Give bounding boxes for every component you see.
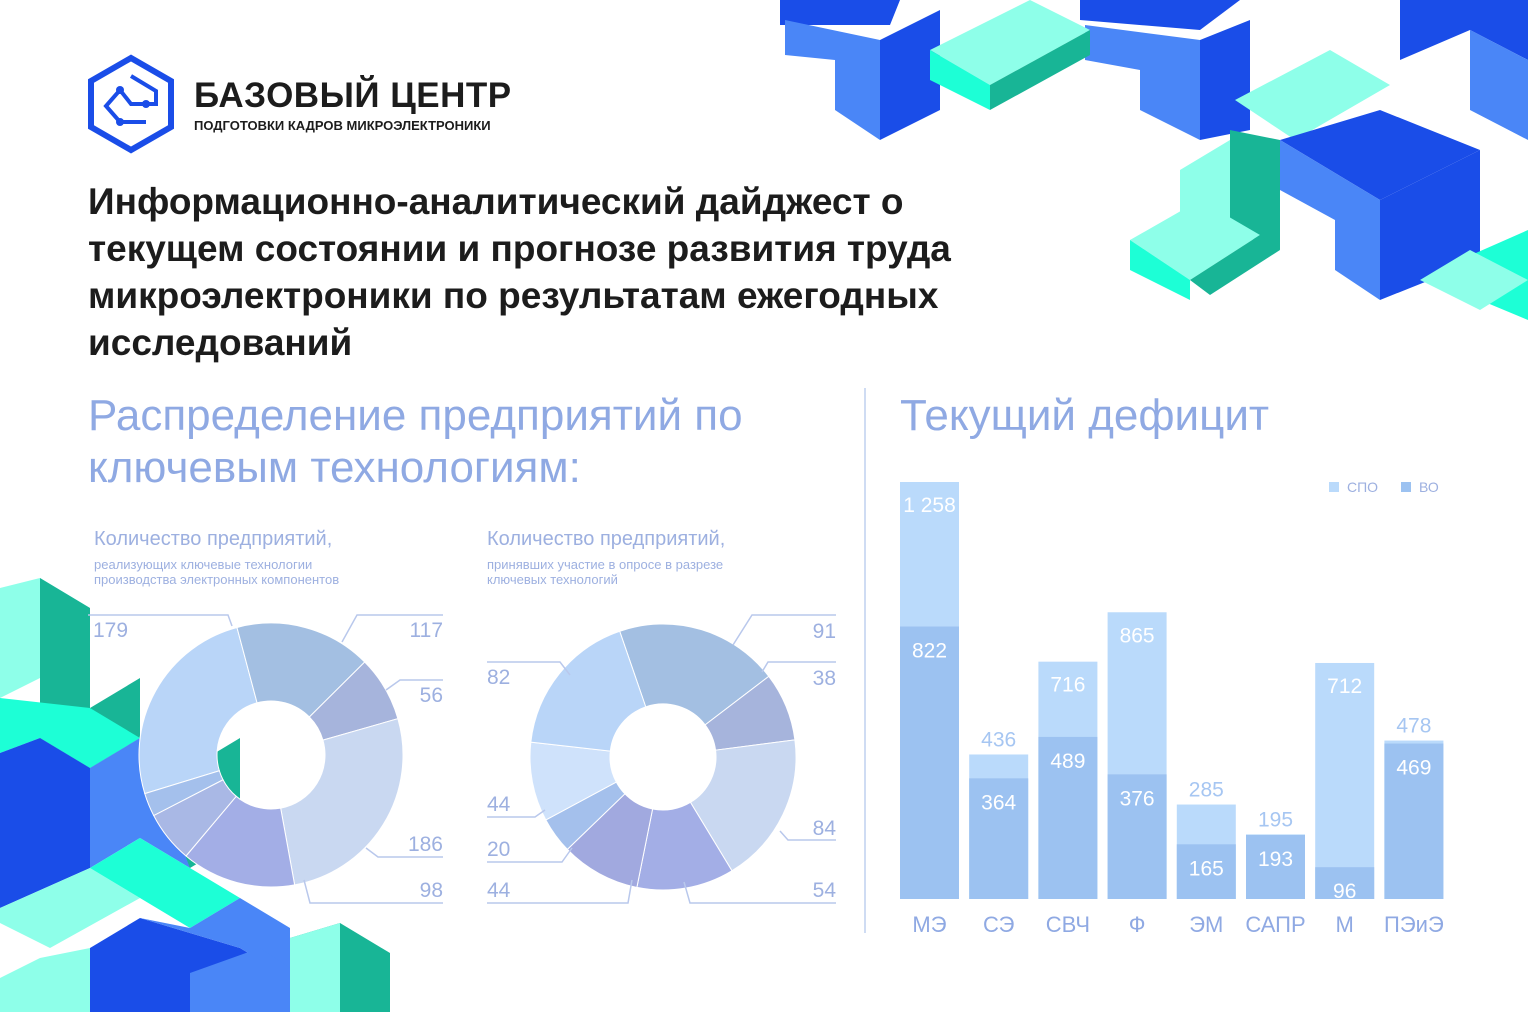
bar-category-label-1: СЭ bbox=[983, 912, 1015, 937]
bar-vo-7 bbox=[1384, 743, 1444, 899]
donut1-value-label-0: 179 bbox=[93, 619, 128, 642]
donut1-slice-0 bbox=[138, 626, 258, 795]
donut1-value-label-1: 117 bbox=[410, 619, 443, 642]
bar-vo-label-0: 822 bbox=[912, 640, 947, 663]
legend-swatch-1 bbox=[1401, 482, 1411, 492]
bar-category-label-7: ПЭиЭ bbox=[1384, 912, 1444, 937]
bar-category-label-0: МЭ bbox=[912, 912, 946, 937]
bar-spo-6 bbox=[1315, 662, 1375, 899]
donut2-value-label-7: 82 bbox=[487, 666, 510, 689]
bar-vo-4 bbox=[1176, 844, 1236, 899]
donut1-value-label-2: 56 bbox=[420, 684, 443, 707]
bar-vo-2 bbox=[1038, 736, 1098, 899]
bar-spo-label-2: 716 bbox=[1050, 674, 1085, 697]
donut2-leader-line-5 bbox=[487, 847, 573, 863]
donut1-slice-3 bbox=[280, 718, 404, 886]
bar-spo-label-4: 285 bbox=[1189, 779, 1224, 802]
donut2-value-label-5: 20 bbox=[487, 838, 510, 861]
donut2-value-label-0: 91 bbox=[813, 620, 836, 643]
donut2-leader-line-0 bbox=[732, 614, 836, 646]
donut2-value-label-1: 38 bbox=[813, 667, 836, 690]
donut2-leader-line-7 bbox=[487, 661, 571, 676]
donut1-slice-6 bbox=[144, 770, 224, 817]
bar-category-label-4: ЭМ bbox=[1189, 912, 1223, 937]
bar-vo-label-1: 364 bbox=[981, 791, 1016, 814]
donut1-title: Количество предприятий, bbox=[94, 528, 333, 550]
donut1-leader-line-1 bbox=[341, 614, 443, 643]
donut2-slice-0 bbox=[619, 623, 770, 726]
bar-category-label-2: СВЧ bbox=[1046, 912, 1090, 937]
distribution-section-title: Распределение предприятий по ключевым те… bbox=[88, 391, 743, 492]
donut2-leader-line-3 bbox=[683, 881, 836, 904]
bar-spo-label-0: 1 258 bbox=[903, 494, 956, 517]
donut2-value-label-4: 44 bbox=[487, 879, 511, 902]
bar-vo-label-6: 96 bbox=[1333, 880, 1356, 903]
donut2-title: Количество предприятий, bbox=[487, 528, 726, 550]
donut1-subtitle: реализующих ключевые технологии производ… bbox=[94, 557, 340, 587]
legend-swatch-0 bbox=[1329, 482, 1339, 492]
donut2-subtitle: принявших участие в опросе в разрезе клю… bbox=[487, 557, 724, 587]
brand-title: БАЗОВЫЙ ЦЕНТР bbox=[194, 76, 512, 115]
bar-category-label-3: Ф bbox=[1129, 912, 1146, 937]
donut2-leader-line-1 bbox=[761, 661, 836, 673]
donut1-slice-4 bbox=[185, 795, 296, 888]
decorative-cubes-top-right bbox=[780, 0, 1528, 320]
donut2-leader-line-2 bbox=[779, 830, 836, 841]
bar-vo-label-2: 489 bbox=[1050, 750, 1085, 773]
digest-title: Информационно-аналитический дайджест о т… bbox=[88, 181, 951, 363]
deficit-section-title: Текущий дефицит bbox=[900, 391, 1270, 440]
donut1-value-label-4: 98 bbox=[420, 879, 443, 902]
section-divider bbox=[864, 388, 866, 933]
bar-spo-label-3: 865 bbox=[1120, 624, 1155, 647]
bar-vo-label-4: 165 bbox=[1189, 857, 1224, 880]
donut2-leader-line-6 bbox=[487, 809, 546, 818]
decorative-cubes-bottom-left bbox=[0, 578, 390, 1012]
bar-vo-0 bbox=[900, 626, 959, 899]
donut2-value-label-6: 44 bbox=[487, 793, 511, 816]
donut1-leader-line-0 bbox=[88, 614, 233, 627]
bar-vo-6 bbox=[1315, 867, 1375, 899]
bar-vo-1 bbox=[969, 778, 1029, 899]
donut2-value-label-3: 54 bbox=[813, 879, 837, 902]
donut1-value-label-3: 186 bbox=[408, 833, 443, 856]
legend-label-1: ВО bbox=[1419, 479, 1439, 495]
bar-spo-label-1: 436 bbox=[981, 728, 1016, 751]
bar-spo-label-6: 712 bbox=[1327, 675, 1362, 698]
donut2-slice-7 bbox=[530, 630, 647, 752]
bar-vo-label-7: 469 bbox=[1396, 757, 1431, 780]
bar-vo-label-5: 193 bbox=[1258, 848, 1293, 871]
bar-vo-5 bbox=[1246, 835, 1305, 899]
donut1-leader-line-3 bbox=[365, 847, 443, 858]
bar-vo-label-3: 376 bbox=[1120, 787, 1155, 810]
donut2-value-label-2: 84 bbox=[813, 817, 837, 840]
bar-category-label-6: М bbox=[1336, 912, 1354, 937]
brand-subtitle: ПОДГОТОВКИ КАДРОВ МИКРОЭЛЕКТРОНИКИ bbox=[194, 118, 491, 133]
bar-category-label-5: САПР bbox=[1245, 912, 1305, 937]
donut2-leader-line-4 bbox=[487, 879, 633, 904]
legend-label-0: СПО bbox=[1347, 479, 1378, 495]
bar-spo-label-7: 478 bbox=[1396, 715, 1431, 738]
donut1-leader-line-4 bbox=[303, 879, 443, 904]
donut1-leader-line-2 bbox=[385, 679, 443, 691]
bar-vo-3 bbox=[1107, 774, 1167, 899]
bar-spo-label-5: 195 bbox=[1258, 808, 1293, 831]
hexagon-network-logo-icon bbox=[88, 54, 174, 154]
donut2-slice-2 bbox=[689, 739, 797, 872]
